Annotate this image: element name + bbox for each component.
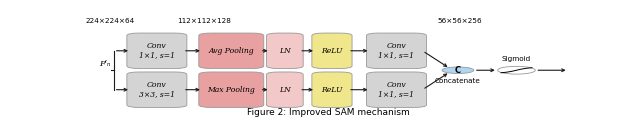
Text: Concatenate: Concatenate: [435, 78, 481, 84]
Text: Conv
3×3, s=1: Conv 3×3, s=1: [139, 81, 175, 98]
Text: LN: LN: [279, 86, 291, 94]
Text: ReLU: ReLU: [321, 47, 342, 55]
Text: Figure 2: Improved SAM mechanism: Figure 2: Improved SAM mechanism: [246, 108, 410, 117]
Circle shape: [442, 67, 474, 74]
Text: 224×224×64: 224×224×64: [86, 18, 135, 24]
FancyBboxPatch shape: [199, 33, 264, 68]
Text: 56×56×256: 56×56×256: [437, 18, 482, 24]
FancyBboxPatch shape: [367, 33, 426, 68]
FancyBboxPatch shape: [367, 72, 426, 107]
FancyBboxPatch shape: [127, 72, 187, 107]
Circle shape: [498, 66, 535, 74]
Text: ReLU: ReLU: [321, 86, 342, 94]
FancyBboxPatch shape: [127, 33, 187, 68]
Text: Sigmoid: Sigmoid: [502, 56, 531, 62]
Text: 112×112×128: 112×112×128: [177, 18, 230, 24]
Text: Conv
1×1, s=1: Conv 1×1, s=1: [378, 81, 415, 98]
FancyBboxPatch shape: [266, 33, 303, 68]
Text: Conv
1×1, s=1: Conv 1×1, s=1: [139, 42, 175, 59]
FancyBboxPatch shape: [312, 72, 352, 107]
Text: Conv
1×1, s=1: Conv 1×1, s=1: [378, 42, 415, 59]
Text: Avg Pooling: Avg Pooling: [209, 47, 254, 55]
FancyBboxPatch shape: [312, 33, 352, 68]
Text: C: C: [455, 66, 461, 75]
Text: Fᴵₙ: Fᴵₙ: [99, 60, 111, 68]
FancyBboxPatch shape: [199, 72, 264, 107]
Text: LN: LN: [279, 47, 291, 55]
FancyBboxPatch shape: [266, 72, 303, 107]
Text: Max Pooling: Max Pooling: [207, 86, 255, 94]
